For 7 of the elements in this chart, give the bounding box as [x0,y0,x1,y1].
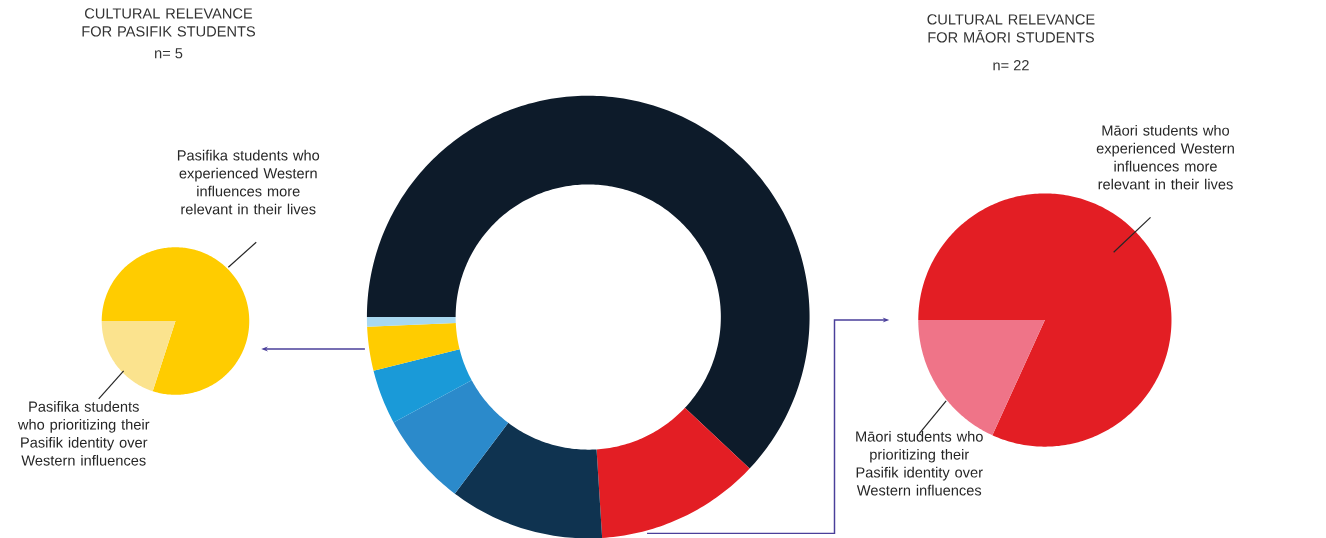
slice-label: Māori students who experienced Western influences more relevant in their lives [1096,124,1234,190]
chart-subtitle: n= 5 [155,47,183,59]
slice-label: Māori students who prioritizing their Pasifik identity over Western influences [856,430,983,496]
slice-label: Pasifika students who experienced Western influences more relevant in their lives [177,149,320,215]
chart-title: CULTURAL RELEVANCE FOR MĀORI STUDENTS [927,14,1095,43]
chart-subtitle: n= 22 [993,59,1029,71]
slice-label: Pasifika students who prioritizing their Pasifik identity over Western influences [17,400,150,466]
